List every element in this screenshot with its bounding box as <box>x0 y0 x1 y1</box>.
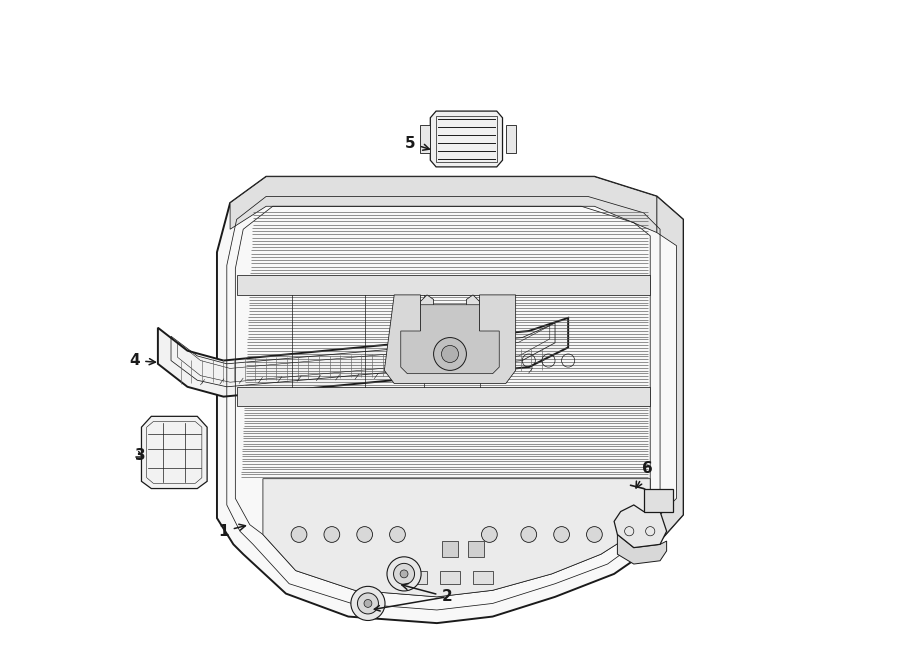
Circle shape <box>434 338 466 370</box>
Circle shape <box>400 570 408 578</box>
Polygon shape <box>141 416 207 489</box>
Circle shape <box>324 526 339 542</box>
Circle shape <box>291 526 307 542</box>
Text: 2: 2 <box>401 583 452 604</box>
Text: 1: 1 <box>219 524 246 539</box>
Polygon shape <box>408 571 427 584</box>
Circle shape <box>357 593 378 614</box>
Circle shape <box>521 526 536 542</box>
Polygon shape <box>617 534 667 564</box>
Bar <box>468 541 484 557</box>
Circle shape <box>442 346 458 363</box>
Bar <box>644 489 673 512</box>
Bar <box>506 125 516 153</box>
Polygon shape <box>657 197 683 544</box>
Polygon shape <box>263 479 650 597</box>
Circle shape <box>393 563 415 585</box>
Polygon shape <box>614 505 667 547</box>
Polygon shape <box>430 111 502 167</box>
Polygon shape <box>420 295 480 335</box>
Circle shape <box>364 600 372 607</box>
Polygon shape <box>440 571 460 584</box>
Circle shape <box>554 526 570 542</box>
Circle shape <box>387 557 421 591</box>
Circle shape <box>482 526 498 542</box>
Text: 5: 5 <box>405 136 429 151</box>
Bar <box>436 116 498 162</box>
Circle shape <box>351 587 385 620</box>
Bar <box>442 541 458 557</box>
Text: 3: 3 <box>135 448 146 463</box>
Circle shape <box>356 526 373 542</box>
Polygon shape <box>384 295 516 383</box>
Circle shape <box>587 526 602 542</box>
Polygon shape <box>230 177 657 232</box>
Polygon shape <box>473 571 492 584</box>
Polygon shape <box>237 275 650 295</box>
Circle shape <box>390 526 405 542</box>
Polygon shape <box>400 305 500 373</box>
Polygon shape <box>217 177 683 623</box>
Bar <box>420 125 430 153</box>
Polygon shape <box>237 387 650 406</box>
Text: 6: 6 <box>636 461 652 488</box>
Polygon shape <box>158 318 568 397</box>
Text: 4: 4 <box>130 353 156 368</box>
